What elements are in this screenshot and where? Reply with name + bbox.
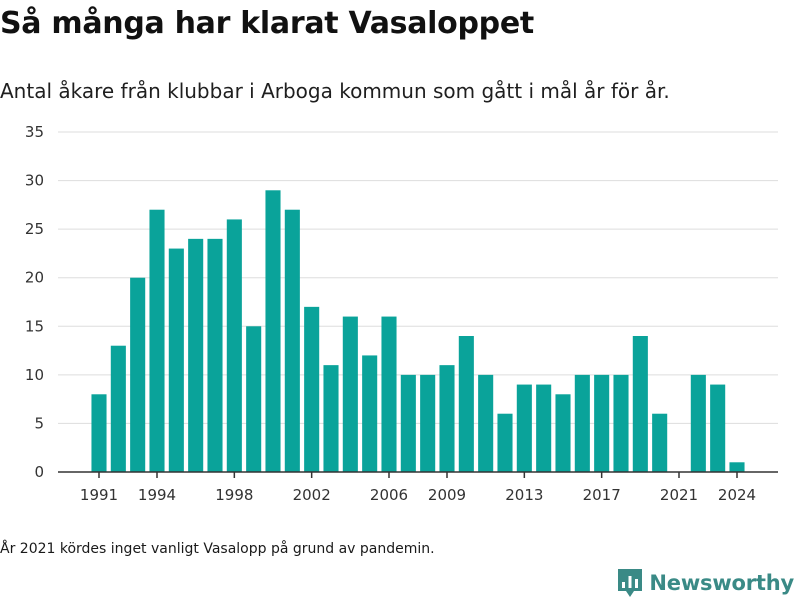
brand-logo: Newsworthy bbox=[617, 568, 794, 598]
y-tick-label: 25 bbox=[25, 220, 44, 238]
bar-2006 bbox=[381, 316, 397, 472]
bar-2003 bbox=[323, 365, 339, 472]
y-tick-label: 35 bbox=[25, 123, 44, 141]
bar-2008 bbox=[420, 374, 436, 472]
bar-1995 bbox=[168, 248, 184, 472]
x-tick-label: 1991 bbox=[80, 486, 118, 504]
bar-chart: 0 5 10 15 20 25 30 35 1991 1994 1998 2002 2006 2009 20… bbox=[25, 123, 778, 504]
bar-2012 bbox=[497, 413, 513, 472]
axes: 0 5 10 15 20 25 30 35 1991 1994 1998 2002 2006 2009 20… bbox=[25, 123, 778, 504]
bar-2000 bbox=[265, 190, 281, 472]
y-tick-label: 20 bbox=[25, 269, 44, 287]
bar-2002 bbox=[304, 306, 320, 472]
chart-subtitle: Antal åkare från klubbar i Arboga kommun… bbox=[0, 79, 670, 103]
x-tick-label: 1994 bbox=[138, 486, 176, 504]
bar-2010 bbox=[458, 336, 474, 472]
y-tick-label: 15 bbox=[25, 317, 44, 335]
y-tick-label: 0 bbox=[34, 463, 44, 481]
bar-2014 bbox=[536, 384, 552, 472]
bar-2016 bbox=[574, 374, 590, 472]
bar-2017 bbox=[594, 374, 610, 472]
bar-1998 bbox=[226, 219, 242, 472]
bar-1993 bbox=[130, 277, 146, 472]
bar-1994 bbox=[149, 209, 165, 472]
bar-2013 bbox=[516, 384, 532, 472]
x-tick-label: 2021 bbox=[660, 486, 698, 504]
bar-2015 bbox=[555, 394, 571, 472]
y-tick-label: 5 bbox=[34, 414, 44, 432]
x-tick-label: 2017 bbox=[583, 486, 621, 504]
bar-1996 bbox=[188, 238, 204, 472]
bar-1991 bbox=[91, 394, 107, 472]
chart-title: Så många har klarat Vasaloppet bbox=[0, 6, 534, 41]
bar-2020 bbox=[652, 413, 668, 472]
brand-name: Newsworthy bbox=[649, 571, 794, 595]
bar-2019 bbox=[632, 336, 648, 472]
bar-2001 bbox=[284, 209, 300, 472]
bar-2007 bbox=[400, 374, 416, 472]
bar-2005 bbox=[362, 355, 378, 472]
bar-1997 bbox=[207, 238, 223, 472]
bars bbox=[91, 190, 745, 472]
footnote: År 2021 kördes inget vanligt Vasalopp på… bbox=[0, 541, 435, 557]
x-tick-label: 2024 bbox=[718, 486, 756, 504]
bar-2018 bbox=[613, 374, 629, 472]
bar-2024 bbox=[729, 462, 745, 472]
x-tick-label: 2002 bbox=[293, 486, 331, 504]
bar-2011 bbox=[478, 374, 494, 472]
x-tick-label: 1998 bbox=[215, 486, 253, 504]
bar-2022 bbox=[690, 374, 706, 472]
bar-2004 bbox=[342, 316, 358, 472]
bar-2023 bbox=[710, 384, 726, 472]
y-tick-label: 30 bbox=[25, 172, 44, 190]
bar-2009 bbox=[439, 365, 455, 472]
bar-1999 bbox=[246, 326, 262, 472]
x-tick-label: 2009 bbox=[428, 486, 466, 504]
x-tick-label: 2006 bbox=[370, 486, 408, 504]
grid-lines bbox=[58, 131, 778, 424]
bar-chart-logo-icon bbox=[618, 569, 643, 597]
bar-1992 bbox=[110, 345, 126, 472]
y-tick-label: 10 bbox=[25, 366, 44, 384]
x-tick-label: 2013 bbox=[505, 486, 543, 504]
